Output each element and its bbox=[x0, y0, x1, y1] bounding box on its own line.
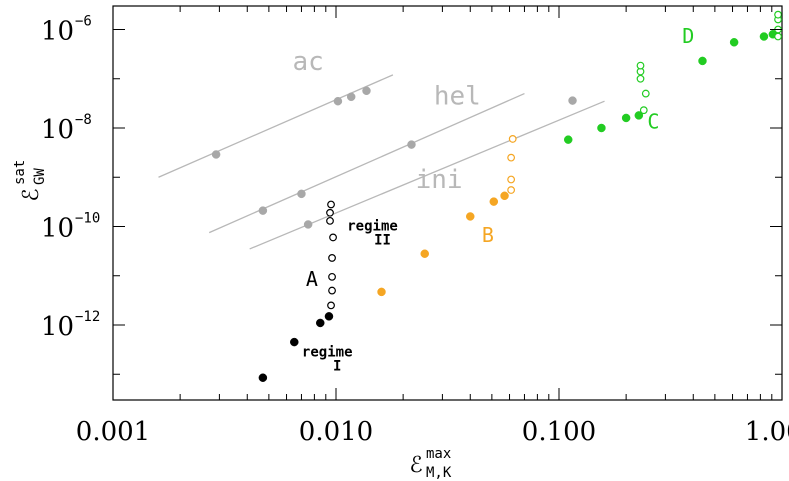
data-point bbox=[290, 337, 299, 347]
data-point bbox=[489, 197, 499, 206]
y-tick-base: 10 bbox=[41, 312, 74, 342]
y-axis-label-sup: sat bbox=[12, 160, 28, 185]
y-tick-exponent: −10 bbox=[75, 210, 100, 226]
data-point bbox=[500, 191, 509, 201]
reference-line-ac bbox=[158, 74, 394, 178]
y-tick-label: 10 bbox=[41, 115, 74, 145]
data-point bbox=[258, 373, 268, 382]
data-point bbox=[568, 96, 577, 105]
x-tick-label: 0.100 bbox=[522, 417, 596, 447]
reference-line-label-ac: ac bbox=[292, 47, 323, 77]
data-point bbox=[729, 38, 739, 47]
data-point bbox=[297, 189, 306, 199]
data-point bbox=[621, 113, 631, 123]
data-point bbox=[346, 92, 356, 102]
regime-label-line1: regime bbox=[347, 219, 398, 235]
reference-line-label-hel: hel bbox=[434, 82, 481, 112]
regime-label-line2: I bbox=[333, 358, 341, 374]
data-point bbox=[326, 216, 334, 225]
y-tick-exponent: −8 bbox=[75, 112, 92, 128]
y-tick-exponent: −6 bbox=[75, 13, 92, 29]
y-axis-label-sub: GW bbox=[32, 168, 48, 185]
x-axis-label-sub: M,K bbox=[426, 465, 452, 481]
y-tick-label: 10 bbox=[41, 16, 74, 46]
reference-line-label-ini: ini bbox=[416, 165, 463, 195]
x-axis-label-sup: max bbox=[426, 446, 451, 462]
data-point bbox=[328, 286, 336, 295]
data-point bbox=[377, 287, 386, 297]
data-point bbox=[563, 135, 573, 144]
y-tick-exponent: −12 bbox=[75, 309, 100, 325]
data-point bbox=[316, 318, 325, 328]
data-point bbox=[407, 140, 416, 149]
data-point bbox=[636, 61, 645, 70]
data-point bbox=[507, 153, 516, 162]
y-axis-label: ℰ sat GW bbox=[12, 160, 48, 202]
x-axis-label: ℰ max M,K bbox=[409, 446, 452, 481]
data-point bbox=[774, 10, 782, 19]
x-tick-label: 0.010 bbox=[299, 417, 373, 447]
data-point bbox=[211, 150, 221, 159]
y-tick-label: 10 bbox=[41, 213, 74, 243]
x-tick-label: 0.001 bbox=[76, 417, 150, 447]
data-point bbox=[258, 206, 268, 215]
data-point bbox=[507, 186, 516, 194]
group-label-C: C bbox=[647, 109, 659, 133]
data-point bbox=[774, 32, 782, 41]
y-tick-base: 10 bbox=[41, 115, 74, 145]
data-point bbox=[636, 74, 645, 83]
data-point bbox=[327, 301, 335, 310]
data-point bbox=[597, 123, 606, 133]
data-point bbox=[466, 212, 475, 221]
regime-label-line2: II bbox=[374, 233, 391, 249]
data-point bbox=[326, 208, 334, 217]
data-point bbox=[362, 86, 371, 96]
group-label-B: B bbox=[482, 223, 494, 247]
data-point bbox=[639, 106, 648, 115]
data-point bbox=[759, 32, 769, 41]
regime-label-line1: regime bbox=[302, 344, 353, 360]
plot-area bbox=[112, 5, 783, 401]
plot-frame bbox=[112, 5, 783, 401]
y-tick-label: 10 bbox=[41, 312, 74, 342]
data-point bbox=[507, 175, 516, 184]
x-axis-label-main: ℰ bbox=[409, 453, 422, 478]
y-axis-label-main: ℰ bbox=[19, 188, 44, 201]
y-tick-base: 10 bbox=[41, 213, 74, 243]
data-point bbox=[303, 220, 313, 229]
data-point bbox=[329, 233, 337, 242]
data-point bbox=[641, 89, 650, 98]
reference-lines: ac hel ini bbox=[158, 47, 605, 250]
x-tick-label: 1.000 bbox=[745, 417, 789, 447]
data-point bbox=[420, 249, 429, 258]
data-point bbox=[333, 96, 343, 106]
data-point bbox=[328, 254, 336, 262]
data-point bbox=[327, 200, 335, 209]
data-point bbox=[698, 56, 707, 66]
data-point bbox=[634, 111, 644, 120]
group-label-D: D bbox=[682, 24, 694, 48]
group-label-A: A bbox=[306, 267, 318, 291]
data-points bbox=[211, 10, 782, 382]
data-point bbox=[508, 135, 517, 143]
y-tick-base: 10 bbox=[41, 16, 74, 46]
data-point bbox=[328, 272, 336, 281]
data-point bbox=[324, 312, 334, 321]
reference-line-hel bbox=[208, 92, 525, 234]
